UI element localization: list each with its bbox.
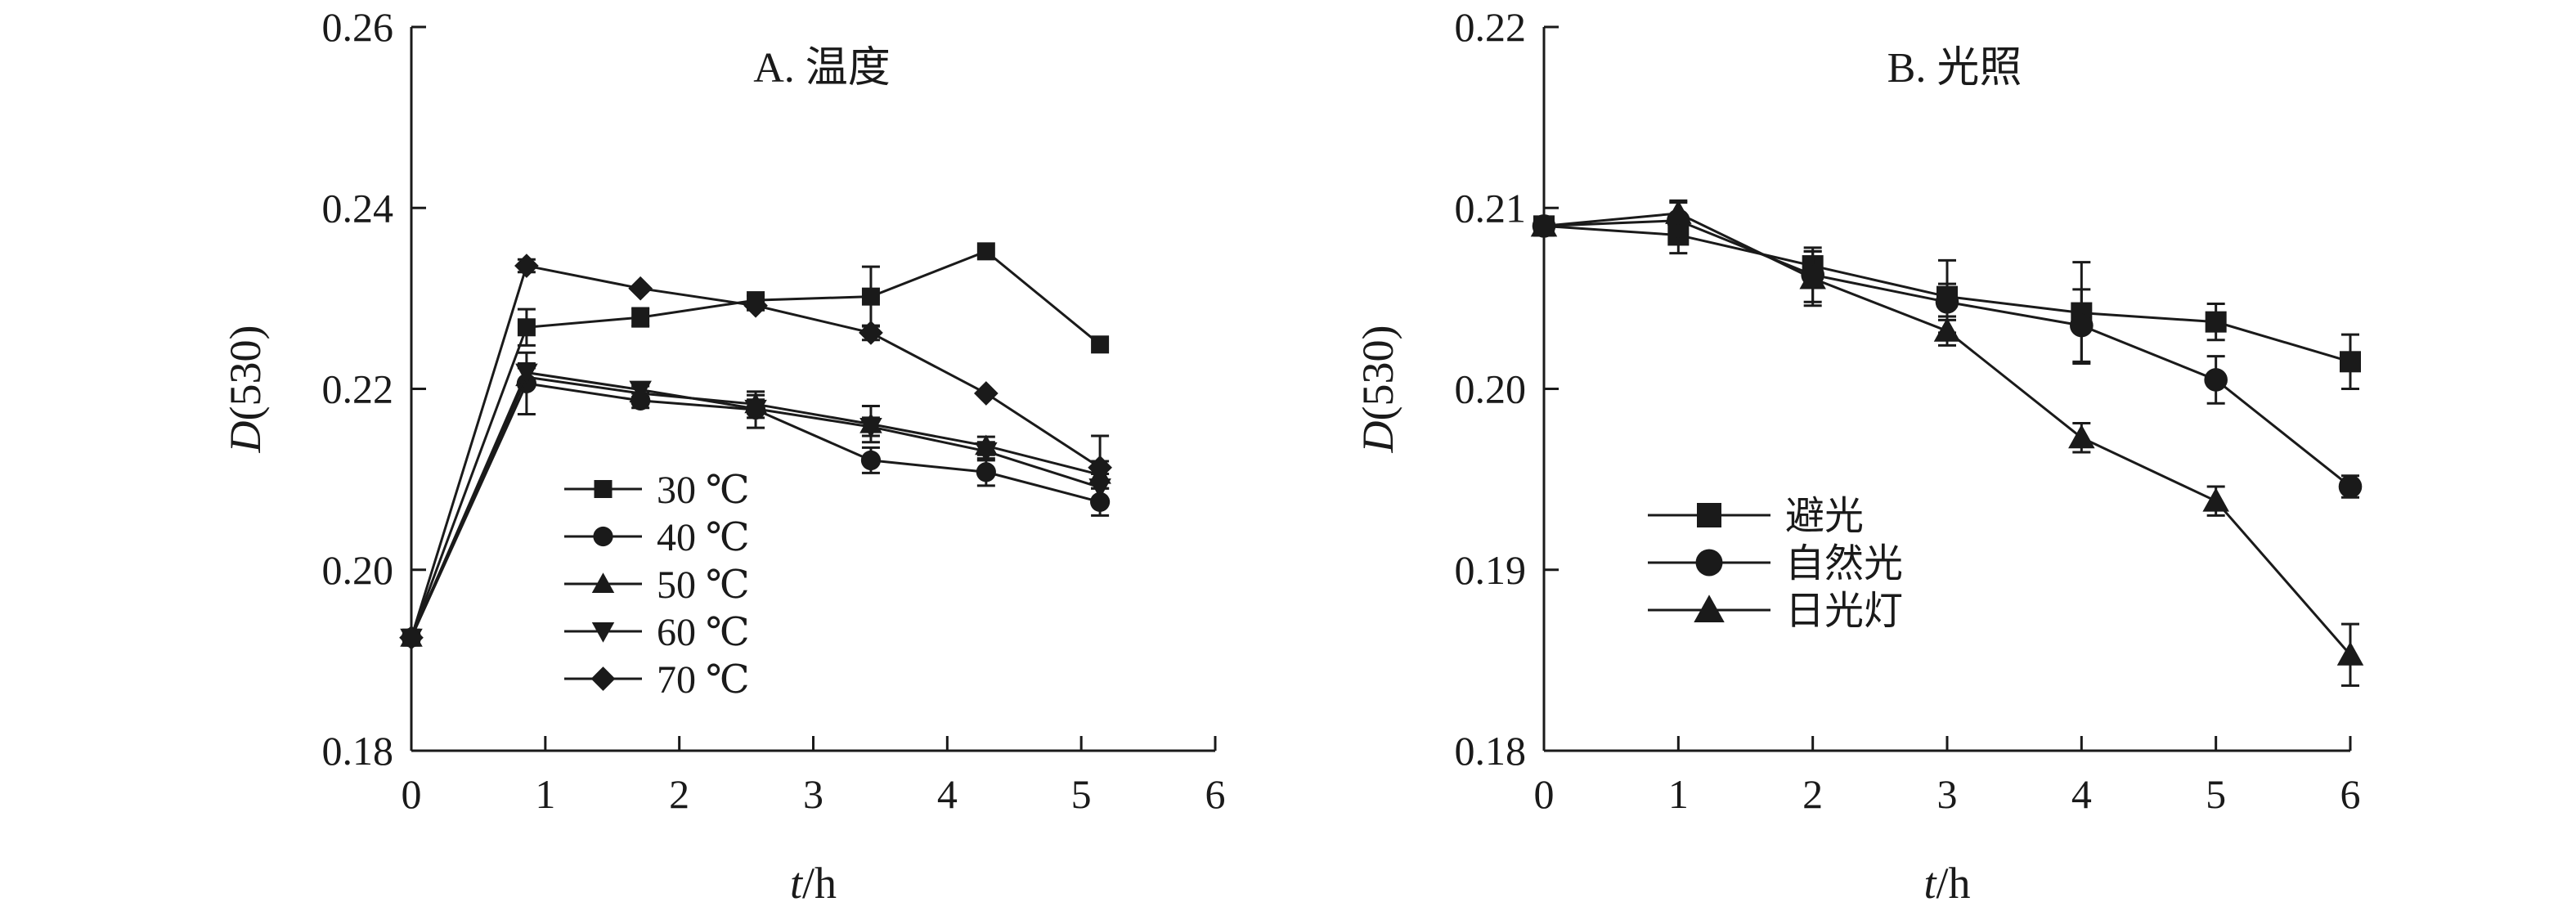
- y-tick-label: 0.20: [322, 547, 394, 593]
- data-point: [628, 276, 653, 301]
- data-point: [976, 242, 995, 261]
- data-point: [631, 308, 650, 327]
- data-point: [2070, 313, 2094, 338]
- data-point: [2068, 424, 2095, 449]
- y-tick-label: 0.26: [322, 4, 394, 50]
- series-2: [1532, 201, 2363, 499]
- chart-title: A. 温度: [753, 45, 891, 92]
- x-axis-label: t/h: [790, 859, 837, 908]
- legend-item: 日光灯: [1648, 590, 1903, 633]
- data-point: [399, 625, 424, 650]
- data-point: [517, 318, 536, 337]
- legend-label: 日光灯: [1785, 590, 1903, 633]
- y-tick-label: 0.20: [1455, 366, 1527, 412]
- x-tick-label: 1: [1668, 771, 1689, 817]
- x-tick-label: 5: [2206, 771, 2226, 817]
- data-point: [1799, 265, 1826, 289]
- legend: 30 ℃40 ℃50 ℃60 ℃70 ℃: [564, 469, 750, 702]
- data-point: [1530, 213, 1558, 237]
- legend-marker: [590, 666, 616, 691]
- legend-label: 自然光: [1785, 542, 1903, 586]
- legend-item: 避光: [1648, 495, 1864, 538]
- data-point: [2340, 351, 2361, 373]
- legend-item: 70 ℃: [564, 658, 750, 702]
- x-tick-label: 6: [2340, 771, 2361, 817]
- data-point: [514, 254, 539, 278]
- x-tick-label: 1: [535, 771, 555, 817]
- y-tick-label: 0.22: [1455, 4, 1527, 50]
- data-point: [743, 293, 768, 318]
- x-tick-label: 3: [803, 771, 824, 817]
- data-point: [975, 442, 998, 463]
- legend-marker: [591, 622, 615, 643]
- legend-item: 50 ℃: [564, 563, 750, 607]
- legend-marker: [1694, 595, 1725, 622]
- data-point: [859, 321, 883, 345]
- data-point: [2338, 474, 2363, 499]
- legend-label: 避光: [1785, 495, 1864, 538]
- series-line: [410, 264, 1101, 639]
- legend-marker: [593, 526, 613, 547]
- legend-marker: [1697, 503, 1721, 527]
- y-axis-label: D(530): [221, 325, 270, 454]
- x-tick-label: 4: [937, 771, 958, 817]
- data-point: [2205, 311, 2227, 333]
- data-point: [861, 287, 880, 306]
- series-4: [400, 362, 1111, 649]
- chart-panel-2: 0.18 0.19 0.20 0.21 0.22 0 1 2 3 4 5 6 B. 光照 t/h D(530…: [1353, 4, 2364, 908]
- data-point: [973, 381, 999, 406]
- data-point: [859, 417, 882, 438]
- y-tick-label: 0.21: [1455, 185, 1527, 231]
- data-point: [629, 380, 652, 402]
- legend-marker: [591, 572, 615, 593]
- legend-label: 40 ℃: [657, 516, 750, 559]
- data-point: [976, 462, 996, 482]
- y-tick-label: 0.18: [322, 728, 394, 774]
- data-point: [744, 399, 767, 420]
- series-3: [1530, 199, 2364, 687]
- data-point: [1091, 335, 1110, 354]
- legend-item: 自然光: [1648, 542, 1903, 586]
- data-point: [1933, 317, 1961, 342]
- legend-label: 60 ℃: [657, 611, 750, 654]
- series-5: [399, 254, 1112, 650]
- x-tick-label: 2: [1802, 771, 1823, 817]
- x-tick-label: 2: [669, 771, 689, 817]
- legend-item: 60 ℃: [564, 611, 750, 654]
- legend-marker: [594, 480, 613, 498]
- data-point: [1665, 200, 1692, 224]
- chart-panel-1: 0.18 0.20 0.22 0.24 0.26 0 1 2 3 4 5 6 A. 温度 t/h D(530…: [221, 4, 1226, 908]
- data-point: [515, 363, 538, 384]
- legend-label: 30 ℃: [657, 469, 750, 512]
- legend-label: 50 ℃: [657, 563, 750, 607]
- x-tick-label: 3: [1937, 771, 1958, 817]
- x-tick-label: 0: [402, 771, 422, 817]
- y-tick-label: 0.24: [322, 185, 394, 231]
- data-point: [2336, 641, 2364, 666]
- chart-title: B. 光照: [1887, 45, 2022, 92]
- legend-label: 70 ℃: [657, 658, 750, 702]
- y-axis-label: D(530): [1353, 325, 1402, 454]
- x-tick-label: 0: [1534, 771, 1555, 817]
- data-point: [860, 450, 882, 470]
- y-tick-label: 0.22: [322, 366, 394, 412]
- x-axis-label: t/h: [1923, 859, 1970, 908]
- legend-item: 30 ℃: [564, 469, 750, 512]
- data-point: [1935, 290, 1959, 314]
- x-tick-label: 5: [1071, 771, 1092, 817]
- y-tick-label: 0.19: [1455, 547, 1527, 593]
- x-tick-label: 4: [2071, 771, 2092, 817]
- data-point: [2204, 368, 2228, 392]
- y-tick-label: 0.18: [1455, 728, 1527, 774]
- legend-marker: [1695, 549, 1723, 577]
- legend-item: 40 ℃: [564, 516, 750, 559]
- data-point: [1088, 455, 1112, 480]
- x-tick-label: 6: [1205, 771, 1226, 817]
- data-point: [2202, 487, 2229, 512]
